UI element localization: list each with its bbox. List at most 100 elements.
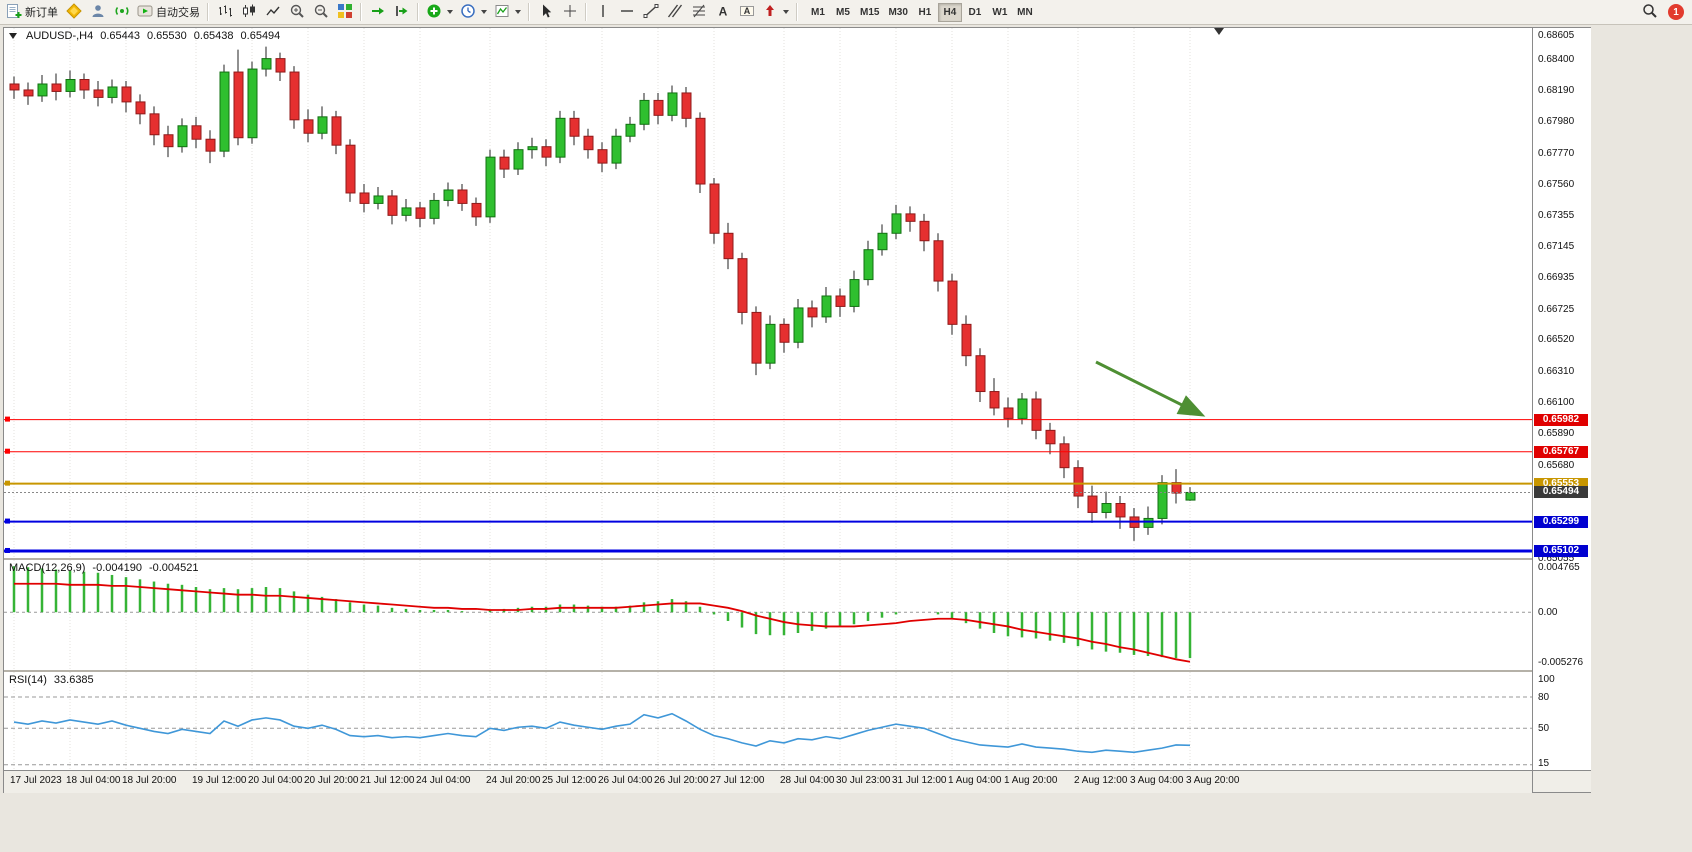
toolbar-separator	[360, 3, 362, 21]
zoom-out-button[interactable]	[309, 2, 332, 23]
time-label: 30 Jul 23:00	[836, 775, 891, 786]
panel-splitter[interactable]	[4, 670, 1532, 672]
price-scale-label: 0.004765	[1538, 562, 1580, 573]
price-scale-label: 15	[1538, 758, 1550, 769]
macd-panel[interactable]: MACD(12,26,9) -0.004190 -0.004521	[4, 560, 1532, 670]
chart-shift-button[interactable]	[390, 2, 413, 23]
auto-scroll-button[interactable]	[366, 2, 389, 23]
tf-m1[interactable]: M1	[806, 3, 830, 22]
macd-chart[interactable]	[4, 560, 1532, 670]
line-chart-icon	[265, 3, 281, 22]
rsi-panel[interactable]: RSI(14) 33.6385	[4, 672, 1532, 770]
tf-h1[interactable]: H1	[913, 3, 937, 22]
tf-mn[interactable]: MN	[1013, 3, 1037, 22]
ohlc-low: 0.65438	[193, 30, 234, 42]
line-chart-button[interactable]	[261, 2, 284, 23]
price-badge-0.65767[interactable]: 0.65767	[1534, 445, 1588, 458]
hline-handle[interactable]	[5, 448, 10, 454]
profile-button[interactable]	[86, 2, 109, 23]
text-button[interactable]: A	[711, 2, 734, 23]
chart-shift-marker[interactable]	[1214, 28, 1224, 35]
community-button[interactable]	[110, 2, 133, 23]
rsi-name: RSI(14)	[9, 674, 47, 686]
one-click-trading-toggle[interactable]	[9, 33, 17, 39]
tile-windows-button[interactable]	[333, 2, 356, 23]
hline-handle[interactable]	[5, 480, 10, 486]
price-scale-label: 100	[1538, 674, 1555, 685]
autotrading-label: 自动交易	[156, 7, 200, 19]
toolbar-separator	[585, 3, 587, 21]
trendline-button[interactable]	[639, 2, 662, 23]
cursor-button[interactable]	[534, 2, 557, 23]
price-badge-0.65102[interactable]: 0.65102	[1534, 544, 1588, 557]
cursor-icon	[538, 3, 554, 22]
candlestick-chart[interactable]	[4, 28, 1532, 558]
tf-d1[interactable]: D1	[963, 3, 987, 22]
new-order-button[interactable]: 新订单	[3, 2, 61, 23]
chevron-down-icon	[783, 10, 789, 14]
price-scale-label: 0.67770	[1538, 147, 1575, 159]
tf-h4[interactable]: H4	[937, 2, 962, 22]
tf-w1[interactable]: W1	[988, 3, 1012, 22]
search-button[interactable]	[1638, 2, 1661, 23]
rsi-header: RSI(14) 33.6385	[9, 674, 94, 686]
bar-chart-button[interactable]	[213, 2, 236, 23]
tile-windows-icon	[337, 3, 353, 22]
periods-button[interactable]	[457, 2, 490, 23]
text-icon: A	[715, 3, 731, 22]
tf-m30[interactable]: M30	[884, 3, 911, 22]
price-scale-label: -0.005276	[1538, 657, 1584, 668]
chart-symbol: AUDUSD-,H4	[26, 30, 94, 42]
add-indicator-icon	[426, 3, 442, 22]
time-label: 21 Jul 12:00	[360, 775, 415, 786]
rsi-chart[interactable]	[4, 672, 1532, 770]
vertical-line-button[interactable]	[591, 2, 614, 23]
auto-scroll-icon	[370, 3, 386, 22]
price-scale-label: 0.66935	[1538, 272, 1575, 284]
time-label: 20 Jul 04:00	[248, 775, 303, 786]
candlestick-chart-button[interactable]	[237, 2, 260, 23]
tf-m15[interactable]: M15	[856, 3, 883, 22]
text-label-button[interactable]: A	[735, 2, 758, 23]
price-scale[interactable]: 0.68605 0.68400 0.68190 0.67980 0.67770 0.675…	[1532, 28, 1591, 792]
autotrading-button[interactable]: 自动交易	[134, 2, 203, 23]
notification-badge[interactable]: 1	[1668, 4, 1684, 20]
macd-signal-line	[14, 582, 1191, 663]
time-axis[interactable]: 17 Jul 2023 18 Jul 04:00 18 Jul 20:00 19 Ju…	[4, 770, 1532, 793]
bar-chart-icon	[217, 3, 233, 22]
grid	[13, 560, 1191, 670]
time-label: 3 Aug 04:00	[1130, 775, 1184, 786]
metaquotes-button[interactable]	[62, 2, 85, 23]
macd-histogram	[12, 566, 1192, 659]
price-badge-0.65299[interactable]: 0.65299	[1534, 515, 1588, 528]
price-badge-0.65982[interactable]: 0.65982	[1534, 413, 1588, 426]
price-badge-0.65494[interactable]: 0.65494	[1534, 486, 1588, 499]
macd-main-value: -0.004190	[92, 562, 142, 574]
templates-button[interactable]	[491, 2, 524, 23]
candles	[9, 46, 1196, 541]
zoom-in-button[interactable]	[285, 2, 308, 23]
toolbar: 新订单 自动交易	[0, 0, 1692, 25]
fibonacci-icon	[691, 3, 707, 22]
horizontal-line-button[interactable]	[615, 2, 638, 23]
svg-text:A: A	[743, 6, 750, 16]
trend-arrow[interactable]	[1095, 360, 1206, 417]
price-scale-label: 80	[1538, 692, 1550, 704]
time-label: 27 Jul 12:00	[710, 775, 765, 786]
channel-button[interactable]	[663, 2, 686, 23]
arrows-button[interactable]	[759, 2, 792, 23]
zoom-out-icon	[313, 3, 329, 22]
price-chart-panel[interactable]: AUDUSD-,H4 0.65443 0.65530 0.65438 0.654…	[4, 28, 1532, 558]
price-scale-label: 0.65055	[1538, 553, 1575, 564]
indicators-button[interactable]	[423, 2, 456, 23]
panel-splitter[interactable]	[4, 558, 1532, 560]
hline-handle[interactable]	[5, 416, 10, 422]
hline-handle[interactable]	[5, 547, 10, 553]
tf-m5[interactable]: M5	[831, 3, 855, 22]
price-scale-label: 50	[1538, 723, 1550, 735]
equidistant-channel-icon	[667, 3, 683, 22]
crosshair-button[interactable]	[558, 2, 581, 23]
hline-handle[interactable]	[5, 518, 10, 524]
fibonacci-button[interactable]	[687, 2, 710, 23]
